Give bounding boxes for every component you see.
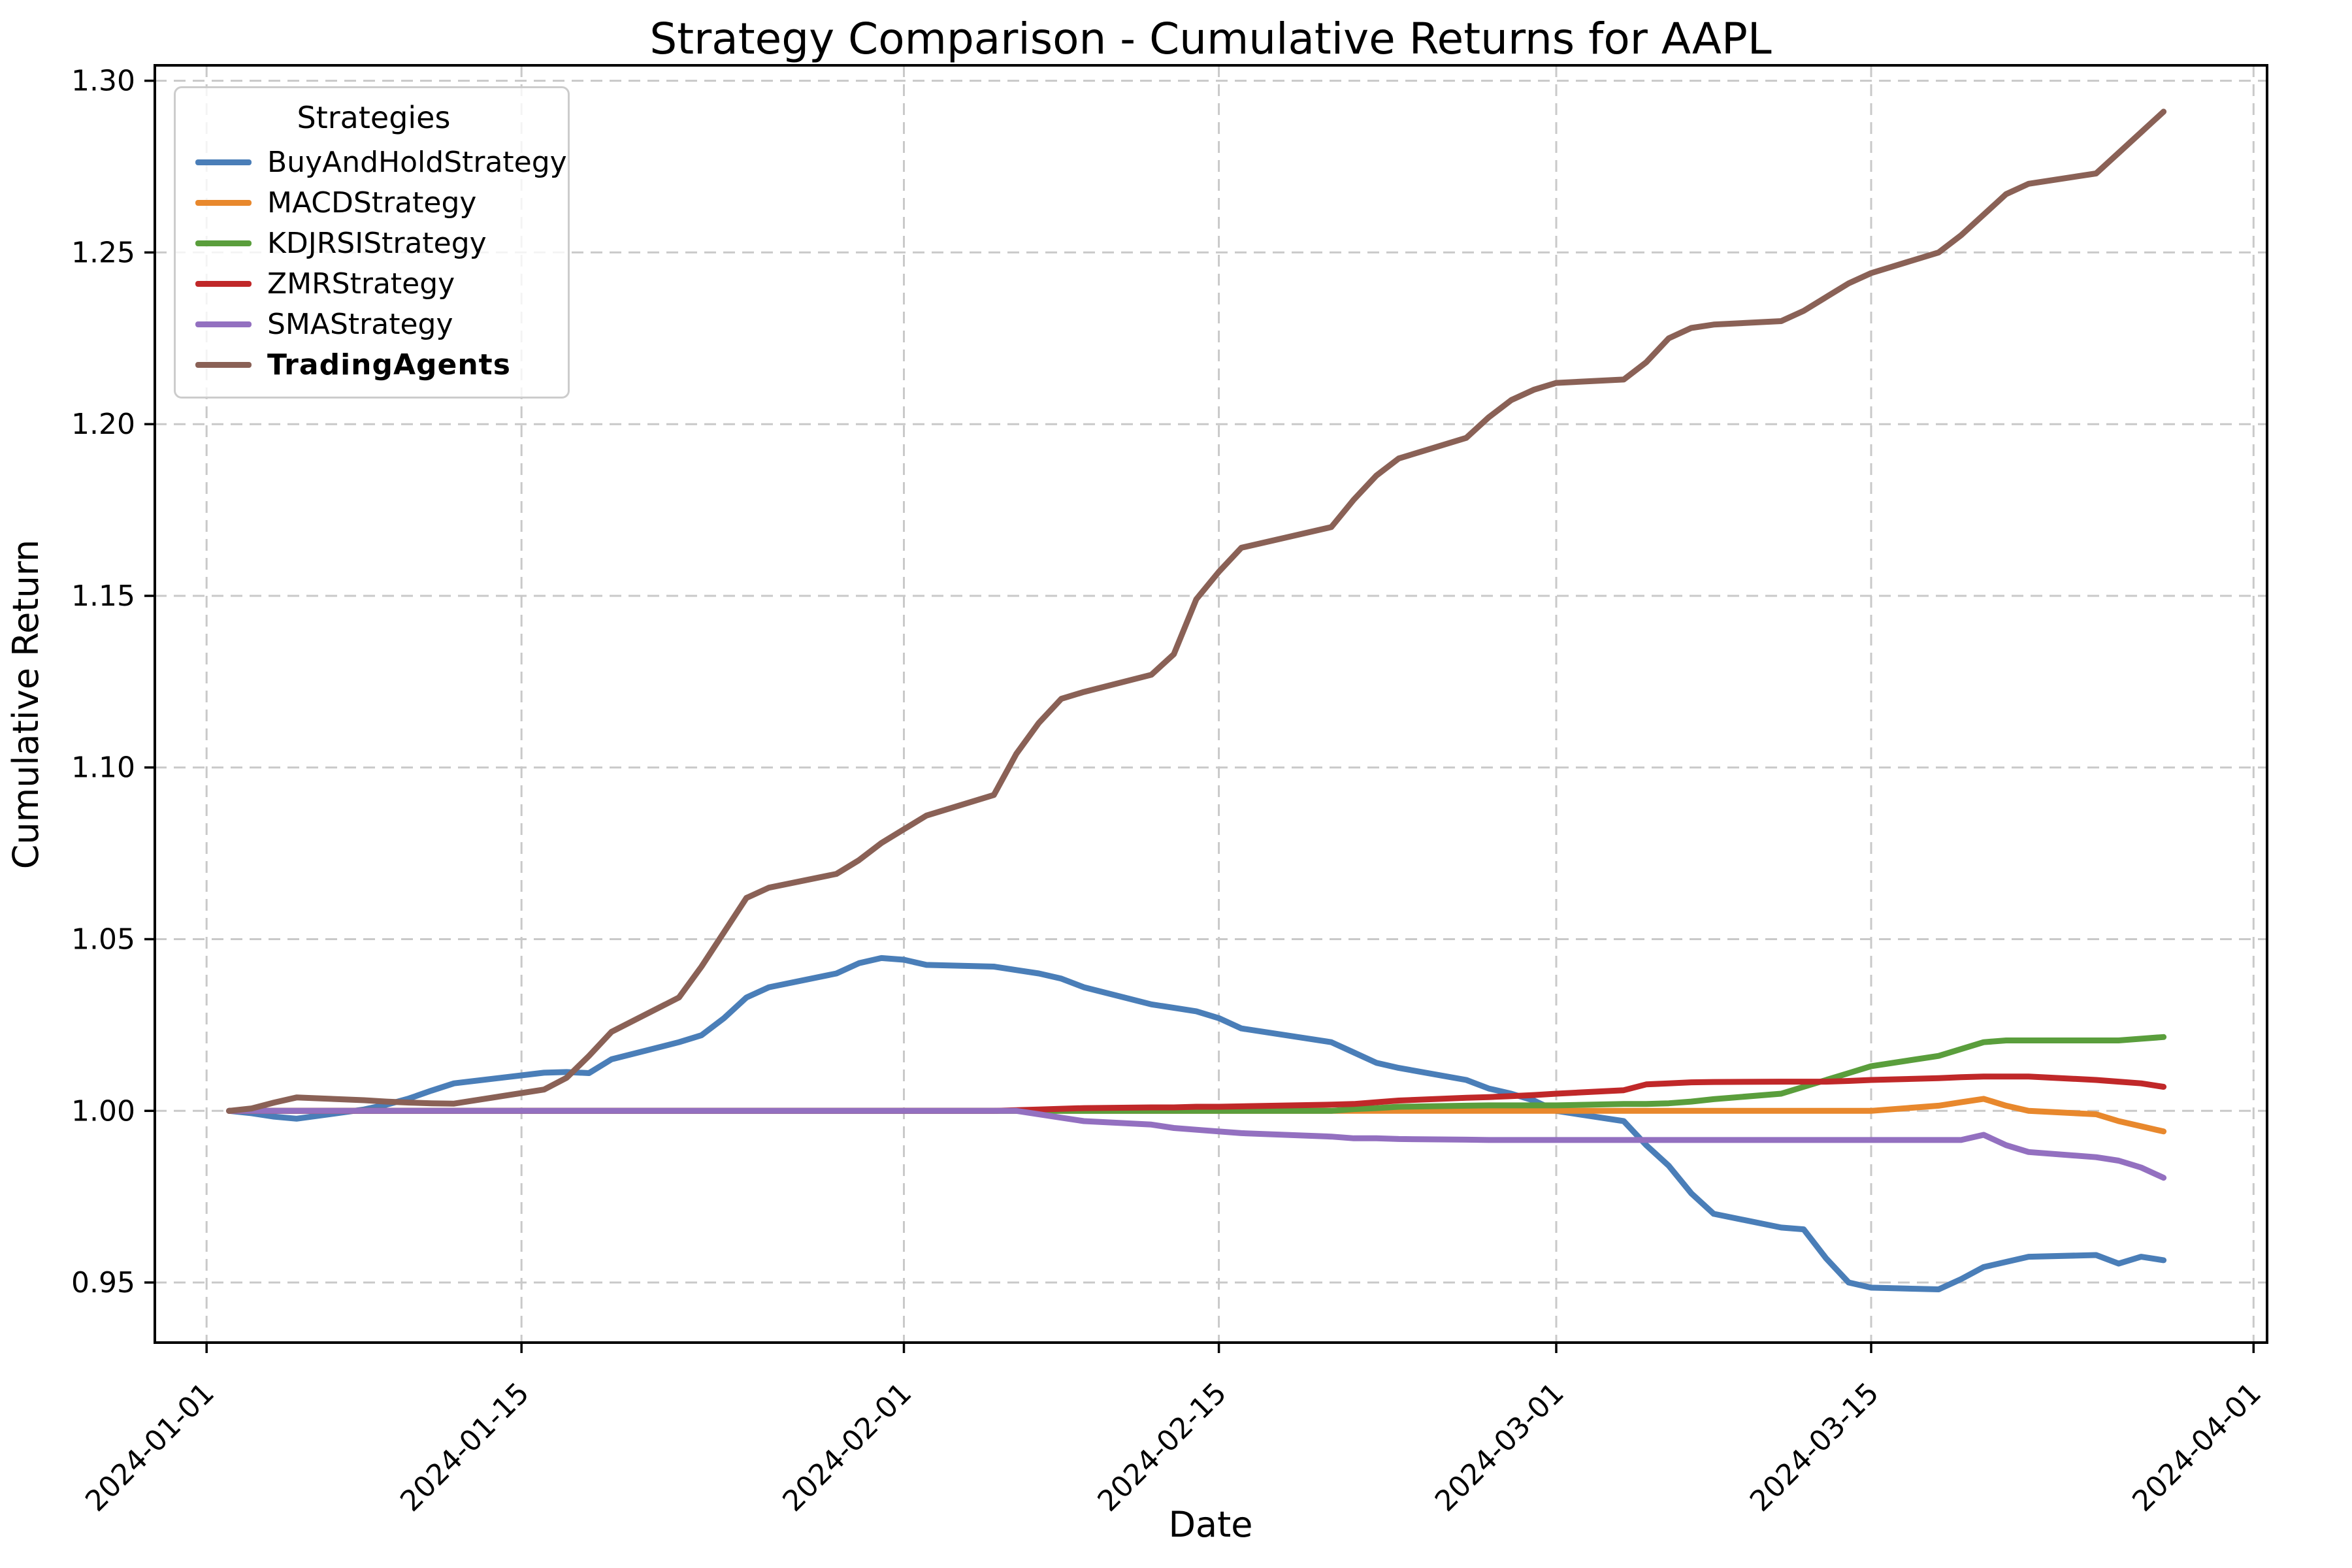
legend-label: SMAStrategy	[267, 307, 453, 341]
x-tick-label: 2024-03-15	[1744, 1377, 1886, 1518]
y-tick-label: 1.00	[71, 1094, 135, 1128]
legend-swatch-icon	[195, 159, 252, 165]
legend-item-KDJRSIStrategy: KDJRSIStrategy	[195, 223, 552, 263]
x-tick-label: 2024-01-01	[79, 1377, 221, 1518]
y-tick-label: 1.20	[71, 408, 135, 441]
series-lines	[226, 108, 2167, 1292]
axes-spines	[154, 64, 2268, 1344]
x-tick-label: 2024-01-15	[394, 1377, 536, 1518]
x-tick-label: 2024-02-15	[1091, 1377, 1233, 1518]
legend-swatch-icon	[195, 240, 252, 246]
legend-swatch-icon	[195, 361, 252, 368]
x-tick-label: 2024-02-01	[776, 1377, 918, 1518]
legend-swatch-icon	[195, 321, 252, 327]
chart-title: Strategy Comparison - Cumulative Returns…	[649, 14, 1771, 64]
legend-items: BuyAndHoldStrategy MACDStrategy KDJRSIStra…	[195, 142, 567, 385]
legend-item-MACDStrategy: MACDStrategy	[195, 182, 552, 223]
legend-item-ZMRStrategy: ZMRStrategy	[195, 263, 552, 304]
legend-box: Strategies BuyAndHoldStrategy MACDStrateg…	[174, 86, 570, 399]
series-MACDStrategy	[226, 1096, 2167, 1135]
series-BuyAndHoldStrategy	[226, 955, 2167, 1292]
legend-item-TradingAgents: TradingAgents	[195, 344, 552, 385]
legend-label: KDJRSIStrategy	[267, 226, 487, 260]
legend-label: BuyAndHoldStrategy	[267, 145, 567, 179]
y-tick-label: 1.15	[71, 580, 135, 613]
y-axis-label: Cumulative Return	[5, 540, 46, 870]
legend-label: ZMRStrategy	[267, 267, 455, 301]
legend-title: Strategies	[297, 100, 451, 135]
series-TradingAgents	[226, 108, 2167, 1114]
legend-label: MACDStrategy	[267, 186, 477, 220]
x-tick-label: 2024-03-01	[1429, 1377, 1571, 1518]
x-tick-label: 2024-04-01	[2126, 1377, 2268, 1518]
legend-label: TradingAgents	[267, 348, 511, 382]
legend-swatch-icon	[195, 280, 252, 287]
y-tick-label: 1.30	[71, 65, 135, 98]
legend-swatch-icon	[195, 199, 252, 206]
series-SMAStrategy	[226, 1107, 2167, 1181]
legend-item-BuyAndHoldStrategy: BuyAndHoldStrategy	[195, 142, 567, 182]
legend-item-SMAStrategy: SMAStrategy	[195, 304, 552, 344]
y-tick-label: 1.10	[71, 751, 135, 785]
x-axis-label: Date	[1168, 1504, 1252, 1545]
plot-border	[154, 64, 2268, 1344]
y-tick-label: 1.25	[71, 236, 135, 269]
y-tick-label: 0.95	[71, 1266, 135, 1299]
y-tick-label: 1.05	[71, 923, 135, 956]
